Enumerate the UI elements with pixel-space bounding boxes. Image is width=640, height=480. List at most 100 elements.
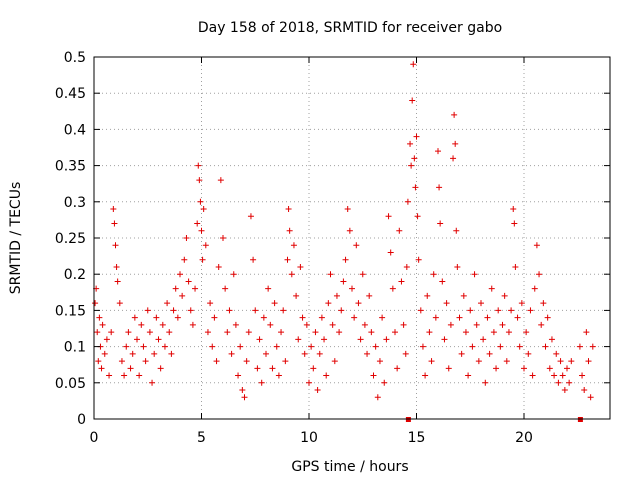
data-point <box>454 263 461 270</box>
y-tick-label: 0.2 <box>64 267 86 283</box>
data-point <box>488 285 495 292</box>
data-point <box>185 278 192 285</box>
data-point <box>199 256 206 263</box>
data-point <box>436 184 443 191</box>
data-point <box>222 285 229 292</box>
data-point <box>585 358 592 365</box>
data-point <box>112 242 119 249</box>
data-point <box>94 329 101 336</box>
data-point <box>125 329 132 336</box>
data-point <box>140 343 147 350</box>
data-point <box>510 206 517 213</box>
data-point <box>490 329 497 336</box>
data-point <box>503 358 510 365</box>
data-point <box>157 365 164 372</box>
data-point <box>333 292 340 299</box>
data-point <box>364 350 371 357</box>
data-point <box>113 263 120 270</box>
data-point <box>220 235 226 241</box>
data-point <box>499 321 506 328</box>
data-point <box>338 307 345 314</box>
data-point <box>542 343 549 350</box>
data-point <box>245 329 252 336</box>
data-point <box>252 307 259 314</box>
data-point <box>243 358 250 365</box>
data-point <box>98 365 105 372</box>
data-point <box>327 271 334 278</box>
data-point <box>452 140 459 147</box>
data-point <box>200 206 207 213</box>
data-point <box>118 358 125 365</box>
y-tick-label: 0 <box>77 412 86 428</box>
data-point <box>412 184 419 191</box>
data-point <box>285 206 292 213</box>
data-point <box>110 206 117 213</box>
data-point <box>486 350 493 357</box>
data-point <box>92 300 99 307</box>
data-point <box>111 220 118 227</box>
data-point <box>443 300 450 307</box>
data-point <box>177 271 183 278</box>
data-point <box>297 263 304 270</box>
data-point <box>359 271 366 278</box>
data-point <box>462 329 469 336</box>
data-point <box>293 292 300 299</box>
data-point <box>299 314 306 321</box>
data-point <box>370 372 377 379</box>
data-point <box>280 307 287 314</box>
data-point <box>555 379 562 386</box>
data-point <box>114 278 121 285</box>
data-point <box>213 358 220 365</box>
data-point <box>561 387 568 394</box>
data-point <box>195 162 202 169</box>
data-point <box>419 343 426 350</box>
data-point <box>409 97 416 104</box>
data-point <box>379 314 386 321</box>
grid <box>94 57 610 419</box>
data-point <box>432 314 439 321</box>
data-point <box>344 206 351 213</box>
data-point <box>207 300 214 307</box>
data-point <box>475 358 482 365</box>
data-point <box>413 133 420 140</box>
chart-title: Day 158 of 2018, SRMTID for receiver gab… <box>198 20 502 36</box>
data-point <box>441 336 448 343</box>
data-point <box>566 379 573 386</box>
data-point <box>403 263 410 270</box>
data-point <box>349 285 355 292</box>
data-point <box>557 358 564 365</box>
data-point <box>533 242 540 249</box>
data-point <box>529 372 536 379</box>
data-point <box>381 379 388 386</box>
data-point <box>376 358 383 365</box>
data-point <box>232 321 239 328</box>
data-point <box>512 263 519 270</box>
data-point <box>505 329 512 336</box>
data-point <box>136 372 143 379</box>
data-point <box>439 278 446 285</box>
data-point <box>144 307 151 314</box>
data-point <box>282 358 289 365</box>
data-point <box>540 300 547 307</box>
data-point <box>247 213 254 220</box>
data-point <box>155 336 162 343</box>
data-point <box>329 321 336 328</box>
data-point <box>467 307 474 314</box>
plot-frame <box>93 56 611 420</box>
data-point <box>303 321 310 328</box>
y-tick-label: 0.3 <box>64 195 86 211</box>
data-point <box>435 148 441 155</box>
data-point <box>346 227 353 234</box>
data-point <box>361 321 368 328</box>
data-point <box>256 336 263 343</box>
data-point <box>316 350 323 357</box>
data-point <box>478 300 484 307</box>
data-point <box>295 336 302 343</box>
data-point <box>355 300 362 307</box>
data-point <box>275 372 282 379</box>
data-point <box>407 140 414 147</box>
data-point <box>353 242 360 249</box>
data-point <box>501 292 508 299</box>
data-point <box>168 350 175 357</box>
data-point <box>430 271 437 278</box>
